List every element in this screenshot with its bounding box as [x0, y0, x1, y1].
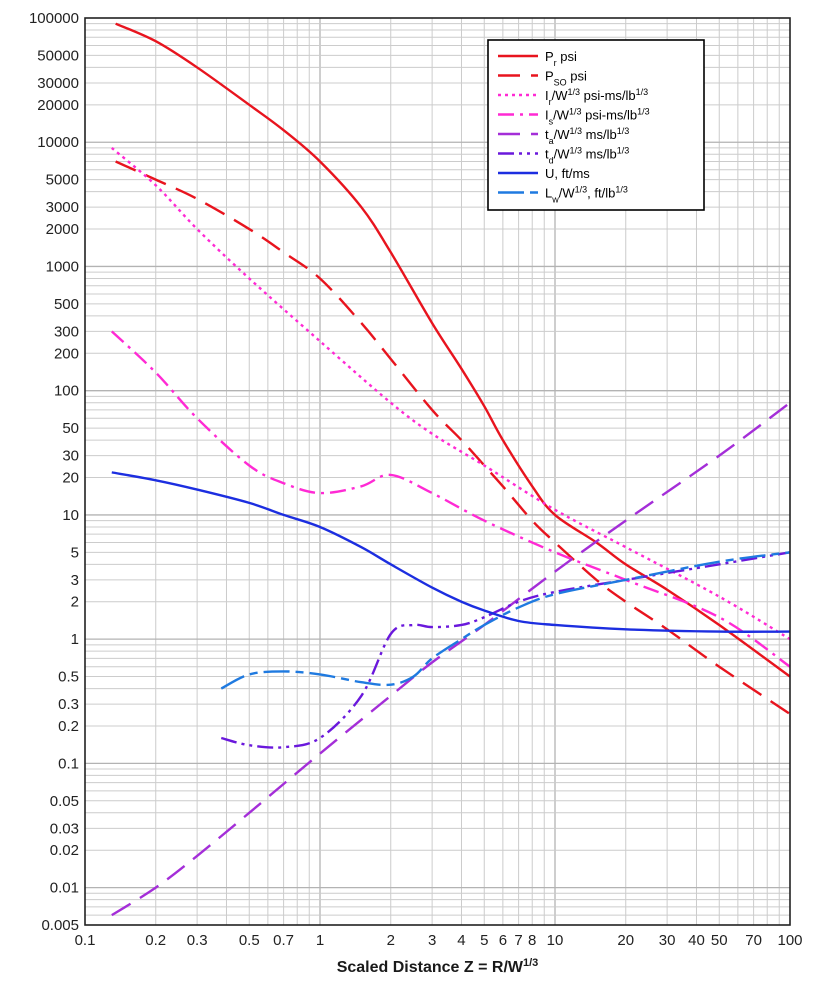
y-tick-label: 0.1	[58, 755, 79, 772]
y-tick-label: 2000	[46, 221, 79, 238]
x-axis-title-sup: 1/3	[523, 957, 538, 969]
x-tick-label: 1	[316, 932, 324, 949]
series-line-2	[111, 146, 791, 641]
y-tick-label: 50	[62, 420, 79, 437]
series-line-6	[111, 471, 791, 633]
y-tick-label: 30000	[37, 75, 79, 92]
legend-label-7: Lw/W1/3, ft/lb1/3	[545, 185, 628, 205]
x-tick-label: 8	[528, 932, 536, 949]
x-tick-label: 70	[745, 932, 762, 949]
legend-label-1: PSO psi	[545, 69, 587, 88]
y-tick-label: 0.2	[58, 718, 79, 735]
x-tick-label: 50	[711, 932, 728, 949]
y-tick-label: 50000	[37, 47, 79, 64]
x-tick-label: 10	[547, 932, 564, 949]
legend-box	[487, 39, 705, 211]
y-tick-label: 10000	[37, 134, 79, 151]
y-tick-label: 3	[71, 572, 79, 589]
y-tick-label: 30	[62, 448, 79, 465]
x-tick-label: 100	[777, 932, 802, 949]
y-tick-label: 0.005	[41, 917, 79, 934]
y-tick-label: 10	[62, 507, 79, 524]
x-tick-label: 20	[617, 932, 634, 949]
y-tick-label: 0.03	[50, 820, 79, 837]
legend-label-5: td/W1/3 ms/lb1/3	[545, 146, 629, 166]
series-line-3	[110, 330, 791, 668]
y-tick-label: 100000	[29, 10, 79, 27]
series-line-1	[115, 160, 791, 715]
y-tick-label: 0.3	[58, 696, 79, 713]
y-tick-label: 20000	[37, 97, 79, 114]
x-tick-label: 0.2	[145, 932, 166, 949]
series-line-4	[111, 401, 791, 917]
y-tick-label: 0.05	[50, 793, 79, 810]
plot-frame	[84, 17, 791, 926]
x-tick-label: 0.5	[239, 932, 260, 949]
y-tick-label: 3000	[46, 199, 79, 216]
x-tick-label: 0.3	[187, 932, 208, 949]
legend-label-2: Ir/W1/3 psi-ms/lb1/3	[545, 87, 648, 107]
y-tick-label: 500	[54, 296, 79, 313]
x-tick-label: 5	[480, 932, 488, 949]
legend-label-0: Pr psi	[545, 49, 577, 68]
x-tick-label: 4	[457, 932, 465, 949]
series-line-0	[115, 22, 791, 678]
y-tick-label: 20	[62, 470, 79, 487]
y-tick-label: 0.5	[58, 669, 79, 686]
legend-label-3: Is/W1/3 psi-ms/lb1/3	[545, 107, 650, 127]
y-tick-label: 100	[54, 383, 79, 400]
y-tick-label: 200	[54, 345, 79, 362]
y-tick-label: 0.01	[50, 880, 79, 897]
x-tick-label: 3	[428, 932, 436, 949]
legend-label-4: ta/W1/3 ms/lb1/3	[545, 126, 629, 146]
x-tick-labels: 0.1 0.2 0.3 0.5 0.7 1 2 3 4 5 6 7 8 10 20 30 40 50 70 100	[75, 932, 803, 949]
x-tick-label: 6	[499, 932, 507, 949]
series-line-7	[220, 551, 791, 690]
x-tick-label: 0.1	[75, 932, 96, 949]
y-tick-label: 2	[71, 594, 79, 611]
y-tick-labels: 1000005000030000200001000050003000200010…	[29, 10, 79, 934]
x-tick-label: 0.7	[273, 932, 294, 949]
x-tick-label: 40	[688, 932, 705, 949]
x-tick-label: 2	[387, 932, 395, 949]
x-axis-title: Scaled Distance Z = R/W1/3	[337, 957, 539, 976]
y-tick-label: 0.02	[50, 842, 79, 859]
x-tick-label: 7	[514, 932, 522, 949]
x-tick-label: 30	[659, 932, 676, 949]
series-lines	[110, 22, 791, 917]
y-tick-label: 5	[71, 544, 79, 561]
y-tick-label: 300	[54, 323, 79, 340]
y-tick-label: 1000	[46, 258, 79, 275]
x-axis-title-main: Scaled Distance Z = R/W	[337, 959, 524, 976]
y-tick-label: 5000	[46, 172, 79, 189]
y-tick-label: 1	[71, 631, 79, 648]
grid-lines	[85, 18, 790, 925]
legend-label-6: U, ft/ms	[545, 166, 590, 181]
